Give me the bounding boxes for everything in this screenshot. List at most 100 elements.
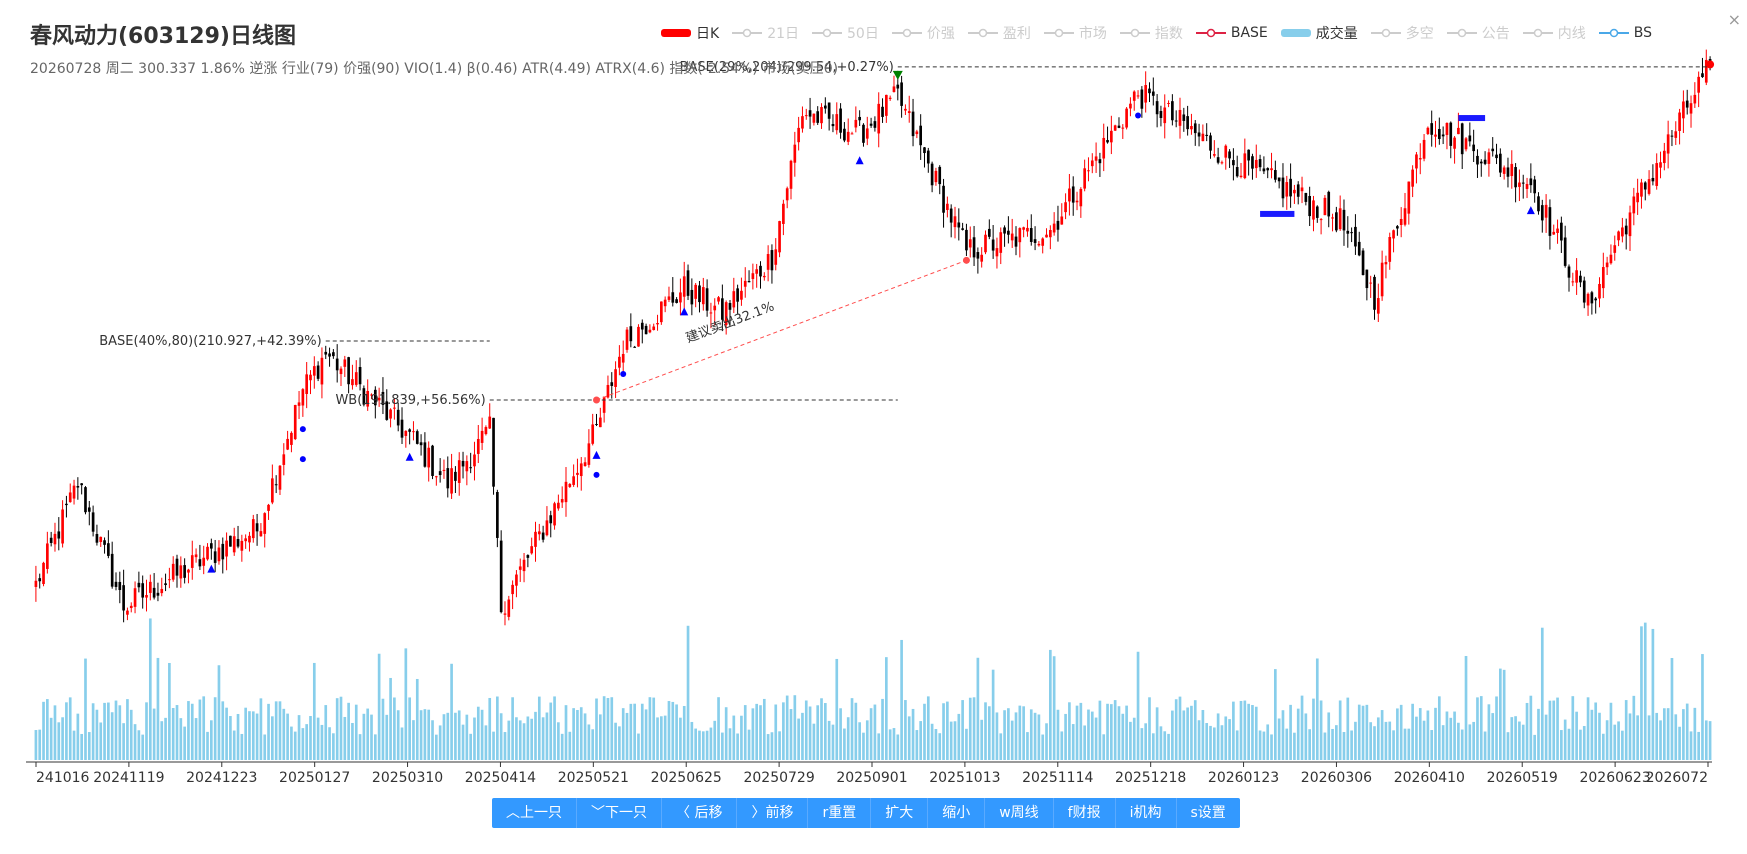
volume-bar <box>1571 696 1575 760</box>
candle-body <box>1235 167 1239 177</box>
legend-item-2[interactable]: 50日 <box>811 23 879 43</box>
candle-body <box>1113 125 1117 131</box>
volume-bar <box>919 721 923 760</box>
candle-body <box>976 252 980 259</box>
volume-bar <box>351 722 354 760</box>
volume-bar <box>1624 700 1628 760</box>
candle-body <box>1335 212 1338 231</box>
candle-body <box>1277 177 1281 182</box>
legend-item-4[interactable]: 盈利 <box>967 23 1031 43</box>
candle-body <box>930 163 934 186</box>
toolbar-button-7[interactable]: w周线 <box>985 798 1054 828</box>
volume-bar <box>46 699 49 760</box>
x-axis-tick-label: 20251013 <box>929 770 1000 786</box>
legend-label: 内线 <box>1557 26 1586 42</box>
candle-body <box>370 394 373 396</box>
signal-triangle-marker <box>680 307 689 316</box>
volume-bar <box>354 704 358 760</box>
volume-bar <box>1041 734 1045 760</box>
candle-body <box>526 555 530 558</box>
volume-bar <box>568 731 572 760</box>
candle-body <box>1232 160 1235 166</box>
candle-body <box>808 110 812 117</box>
toolbar-button-3[interactable]: 〉前移 <box>737 798 809 828</box>
candle-body <box>1197 132 1201 137</box>
toolbar-button-5[interactable]: 扩大 <box>871 798 929 828</box>
candle-body <box>190 555 194 568</box>
legend-item-5[interactable]: 市场 <box>1043 23 1107 43</box>
candle-body <box>450 468 453 494</box>
candle-body <box>1140 89 1144 109</box>
volume-bar <box>225 707 228 760</box>
volume-bar <box>366 708 370 760</box>
candle-body <box>949 208 953 223</box>
volume-bar <box>396 710 400 760</box>
volume-bar <box>370 714 373 760</box>
volume-bar <box>297 715 301 760</box>
candle-body <box>148 581 152 593</box>
volume-bar <box>179 718 183 760</box>
candle-body <box>820 107 823 124</box>
candle-body <box>152 587 156 598</box>
signal-triangle-marker <box>592 450 601 459</box>
volume-bar <box>114 700 118 760</box>
candle-body <box>987 228 991 237</box>
volume-bar <box>766 734 770 760</box>
volume-bar <box>1430 730 1434 760</box>
toolbar-button-4[interactable]: r重置 <box>808 798 872 828</box>
candle-body <box>1525 183 1529 189</box>
legend-item-10[interactable]: 公告 <box>1446 23 1510 43</box>
legend-item-6[interactable]: 指数 <box>1119 23 1183 43</box>
legend-item-3[interactable]: 价强 <box>891 23 955 43</box>
volume-bar <box>175 705 179 760</box>
volume-bar <box>1445 711 1449 760</box>
close-icon[interactable]: × <box>1727 10 1741 29</box>
candle-body <box>1693 94 1697 104</box>
toolbar-button-8[interactable]: f财报 <box>1054 798 1116 828</box>
volume-bar <box>900 639 903 760</box>
legend-item-11[interactable]: 内线 <box>1522 23 1586 43</box>
legend-symbol-icon <box>1522 28 1554 38</box>
candle-body <box>316 365 320 379</box>
legend-label: 市场 <box>1078 26 1107 42</box>
candle-body <box>1537 196 1540 212</box>
candle-body <box>183 565 186 578</box>
candle-body <box>862 124 865 143</box>
volume-bar <box>415 678 419 760</box>
volume-bar <box>534 711 537 760</box>
legend-item-7[interactable]: BASE <box>1195 25 1268 41</box>
candle-body <box>755 269 759 274</box>
candle-body <box>797 127 800 143</box>
toolbar-button-2[interactable]: 〈 后移 <box>662 798 738 828</box>
toolbar-button-9[interactable]: i机构 <box>1116 798 1177 828</box>
volume-bar <box>1418 708 1422 760</box>
candle-body <box>1308 195 1311 217</box>
volume-bar <box>1026 732 1029 760</box>
volume-bar <box>1186 707 1189 760</box>
candle-body <box>640 322 644 330</box>
volume-bar <box>1708 721 1712 760</box>
toolbar-button-6[interactable]: 缩小 <box>928 798 986 828</box>
x-axis-tick-label: 20250127 <box>279 770 350 786</box>
candle-body <box>545 520 549 536</box>
toolbar-button-0[interactable]: ︿上一只 <box>492 798 577 828</box>
volume-bar <box>778 731 781 760</box>
toolbar-button-10[interactable]: s设置 <box>1190 805 1226 821</box>
candle-body <box>393 407 396 409</box>
volume-bar <box>492 731 495 760</box>
candle-body <box>1613 245 1617 253</box>
candle-body <box>206 546 209 560</box>
legend-item-8[interactable]: 成交量 <box>1280 23 1358 43</box>
volume-bar <box>1544 714 1548 760</box>
legend-item-12[interactable]: BS <box>1598 25 1652 41</box>
toolbar-button-1[interactable]: ﹀下一只 <box>577 798 662 828</box>
volume-bar <box>1357 704 1361 760</box>
candle-body <box>366 390 370 407</box>
candle-body <box>602 396 606 413</box>
legend-item-9[interactable]: 多空 <box>1370 23 1434 43</box>
candle-body <box>747 281 751 283</box>
legend-item-1[interactable]: 21日 <box>731 23 799 43</box>
candle-body <box>625 329 629 350</box>
legend-item-0[interactable]: 日K <box>660 23 719 43</box>
